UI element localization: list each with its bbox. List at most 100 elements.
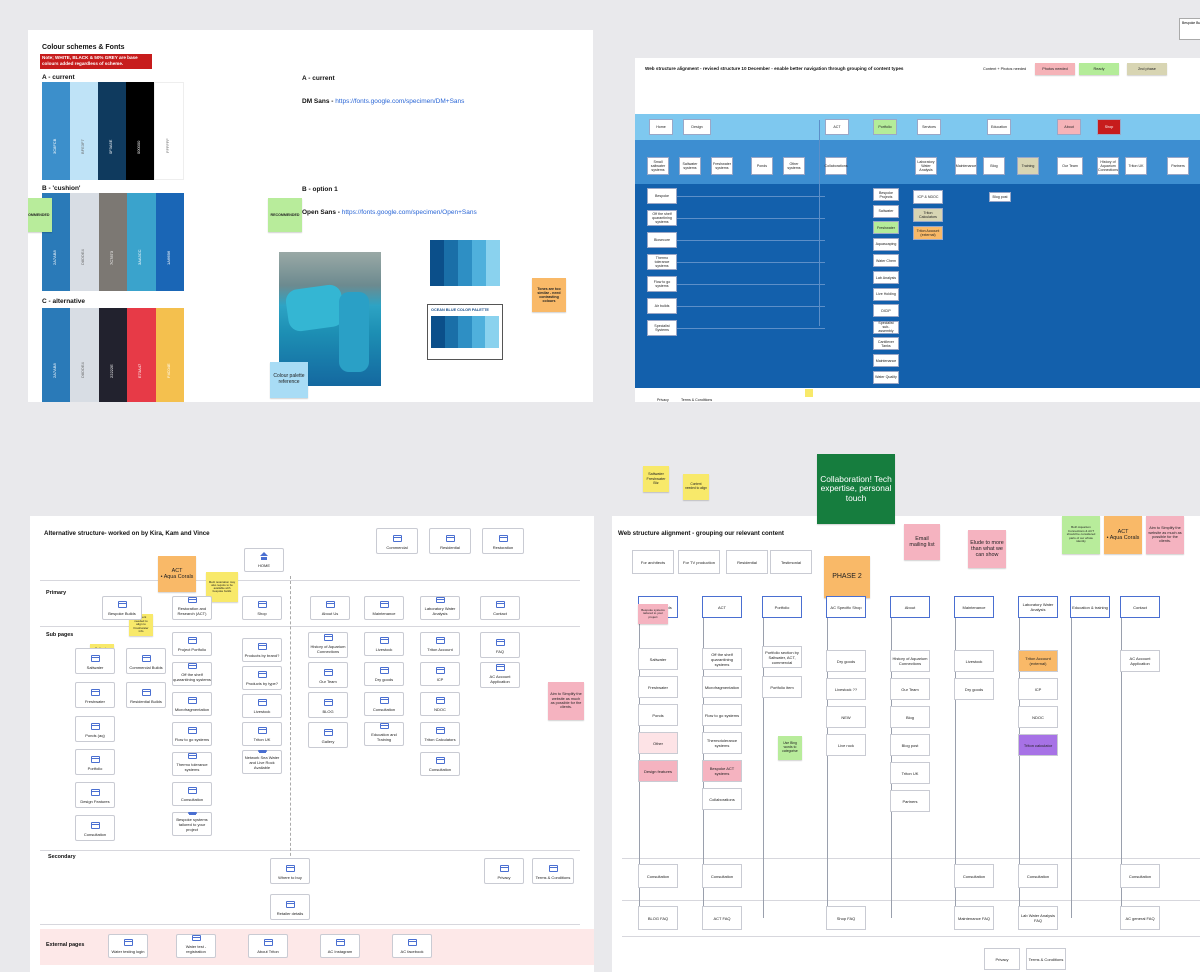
sub-item[interactable]: Other systems bbox=[783, 157, 805, 175]
sub-item[interactable]: Collaborations bbox=[825, 157, 848, 175]
lab-sub-card[interactable]: Consultation bbox=[420, 752, 460, 776]
colour-swatch[interactable]: 7C7873 bbox=[98, 193, 128, 291]
portfolio-list-item[interactable]: Water Quality bbox=[873, 370, 899, 384]
act-sticky[interactable]: ACT • Aqua Corals bbox=[158, 556, 196, 592]
secondary-card[interactable]: Retailer details bbox=[270, 894, 310, 920]
nav-item[interactable]: Education bbox=[987, 119, 1011, 135]
audience-card[interactable]: Commercial bbox=[376, 528, 418, 554]
column-item[interactable]: Design features bbox=[638, 760, 678, 782]
audience-card[interactable]: Testimonial bbox=[770, 550, 812, 574]
content-needed-sticky-2[interactable]: Content needed to align bbox=[683, 474, 709, 500]
column-item[interactable]: Live rock bbox=[826, 734, 866, 756]
portfolio-list-item[interactable]: Cantilever Tanks bbox=[873, 337, 899, 351]
design-list-item[interactable]: Air builds bbox=[647, 298, 677, 314]
primary-card[interactable]: Contact bbox=[480, 596, 520, 620]
footer-privacy-card[interactable]: Privacy bbox=[984, 948, 1020, 970]
bespoke-sub-card[interactable]: Consultation bbox=[75, 815, 115, 841]
sub-item[interactable]: Laboratory Water Analysis bbox=[915, 157, 937, 175]
portfolio-list-item[interactable]: Saltwater bbox=[873, 204, 899, 218]
saltfresh-sticky-2[interactable]: Saltwater Freshwater Biz bbox=[643, 466, 669, 492]
shop-sub-card[interactable]: Network Sea Water and Live Rock Availabl… bbox=[242, 750, 282, 774]
maintenance-sub-card[interactable]: Livestock bbox=[364, 632, 404, 656]
column-item[interactable]: Dry goods bbox=[954, 678, 994, 700]
services-list-item[interactable]: Triton Account (external) bbox=[913, 226, 943, 240]
contact-sub-card[interactable]: AC Account Application bbox=[480, 662, 520, 688]
shop-sub-card[interactable]: Livestock bbox=[242, 694, 282, 718]
bespoke-sub-card[interactable]: Saltwater bbox=[75, 648, 115, 674]
consultation-card[interactable]: Consultation bbox=[1018, 864, 1058, 888]
column-item[interactable]: Collaborations bbox=[702, 788, 742, 810]
font-b-link[interactable]: https://fonts.google.com/specimen/Open+S… bbox=[341, 209, 477, 216]
sub-item[interactable]: Maintenance bbox=[955, 157, 977, 175]
nav-item[interactable]: Shop bbox=[1097, 119, 1121, 135]
faq-card[interactable]: Shop FAQ bbox=[826, 906, 866, 930]
elude-sticky[interactable]: Elude to more than what we can show bbox=[968, 530, 1006, 568]
sub-item[interactable]: Partners bbox=[1167, 157, 1189, 175]
column-item[interactable]: Triton Account (external) bbox=[1018, 650, 1058, 672]
audience-card[interactable]: For TV production bbox=[678, 550, 720, 574]
external-card[interactable]: About Triton bbox=[248, 934, 288, 958]
portfolio-list-item[interactable]: Maintenance bbox=[873, 354, 899, 367]
column-header[interactable]: Maintenance bbox=[954, 596, 994, 618]
column-item[interactable]: Off the shelf quarantining systems bbox=[702, 648, 742, 670]
colour-swatch[interactable]: 3C8FCB bbox=[42, 82, 70, 180]
colour-swatch[interactable]: E73A47 bbox=[127, 308, 156, 402]
sub-item[interactable]: Saltwater systems bbox=[679, 157, 701, 175]
colour-swatch[interactable]: 3AA3CC bbox=[127, 193, 156, 291]
faq-card[interactable]: Lab Water Analysis FAQ bbox=[1018, 906, 1058, 930]
column-header[interactable]: AC Specific Shop bbox=[826, 596, 866, 618]
consultation-card[interactable]: Consultation bbox=[954, 864, 994, 888]
portfolio-list-item[interactable]: Lab Analysis bbox=[873, 271, 899, 284]
column-item[interactable]: Livestock bbox=[954, 650, 994, 672]
primary-card[interactable]: Laboratory Water Analysis bbox=[420, 596, 460, 620]
portfolio-list-item[interactable]: Bespoke Projects bbox=[873, 188, 899, 201]
palette-reference-sticky[interactable]: Colour palette reference bbox=[270, 362, 308, 398]
primary-card[interactable]: Restoration and Research (ACT) bbox=[172, 596, 212, 620]
maintenance-sub-card[interactable]: Dry goods bbox=[364, 662, 404, 686]
colour-swatch[interactable]: 2A7AB8 bbox=[42, 308, 71, 402]
faq-card[interactable]: Maintenance FAQ bbox=[954, 906, 994, 930]
audience-card[interactable]: For architects bbox=[632, 550, 674, 574]
shop-sub-card[interactable]: Products by brand? bbox=[242, 638, 282, 662]
column-item[interactable]: Bespoke ACT systems bbox=[702, 760, 742, 782]
lab-sub-card[interactable]: ICP bbox=[420, 662, 460, 686]
colour-swatch[interactable]: 0F3A5E bbox=[98, 82, 126, 180]
email-sticky[interactable]: Email mailing list bbox=[904, 524, 940, 560]
bespoke-sub-card[interactable]: Commercial Builds bbox=[126, 648, 166, 674]
collaboration-sticky[interactable]: Collaboration! Tech expertise, personal … bbox=[817, 454, 895, 524]
design-list-item[interactable]: Specialist Systems bbox=[647, 320, 677, 336]
bespoke-note-sticky[interactable]: Bespoke systems tailored to your project bbox=[638, 604, 668, 624]
maintenance-sub-card[interactable]: Consultation bbox=[364, 692, 404, 716]
about-sub-card[interactable]: BLOG bbox=[308, 692, 348, 718]
sub-item[interactable]: Small saltwater systems bbox=[647, 157, 669, 175]
primary-card[interactable]: About Us bbox=[310, 596, 350, 620]
column-item[interactable]: Other bbox=[638, 732, 678, 754]
nav-item[interactable]: Portfolio bbox=[873, 119, 897, 135]
simplify-sticky-2[interactable]: Aim to Simplify the website as much as p… bbox=[1146, 516, 1184, 554]
sub-item[interactable]: Freshwater systems bbox=[711, 157, 733, 175]
column-item[interactable]: AC Account Application bbox=[1120, 650, 1160, 672]
colour-swatch[interactable]: 22222E bbox=[98, 308, 128, 402]
act-sub-card[interactable]: Microfragmentation bbox=[172, 692, 212, 716]
column-item[interactable]: Freshwater bbox=[638, 676, 678, 698]
services-list-item[interactable]: ICP & NDOC bbox=[913, 190, 943, 204]
external-card[interactable]: Water testing login bbox=[108, 934, 148, 958]
lab-sub-card[interactable]: NDOC bbox=[420, 692, 460, 716]
portfolio-list-item[interactable]: Water Chem bbox=[873, 254, 899, 268]
external-card[interactable]: AC Instagram bbox=[320, 934, 360, 958]
colour-swatch[interactable]: D8DDE4 bbox=[70, 308, 99, 402]
column-header[interactable]: Contact bbox=[1120, 596, 1160, 618]
lab-sub-card[interactable]: Triton Calculators bbox=[420, 722, 460, 746]
nav-item[interactable]: ACT bbox=[825, 119, 849, 135]
column-item[interactable]: Thermotolerance systems bbox=[702, 732, 742, 754]
column-item[interactable]: Triton calculator bbox=[1018, 734, 1058, 756]
portfolio-list-item[interactable]: Freshwater bbox=[873, 221, 899, 235]
column-item[interactable]: Triton UK bbox=[890, 762, 930, 784]
design-list-item[interactable]: Flow to go systems bbox=[647, 276, 677, 292]
column-item[interactable]: NEW bbox=[826, 706, 866, 728]
sub-item[interactable]: Triton UK bbox=[1125, 157, 1147, 175]
act-sub-card[interactable]: Off the shelf quarantining systems bbox=[172, 662, 212, 686]
audience-card[interactable]: Residential bbox=[726, 550, 768, 574]
sub-item[interactable]: History of Aquarium Connections bbox=[1097, 157, 1119, 175]
nav-item[interactable]: Home bbox=[649, 119, 673, 135]
